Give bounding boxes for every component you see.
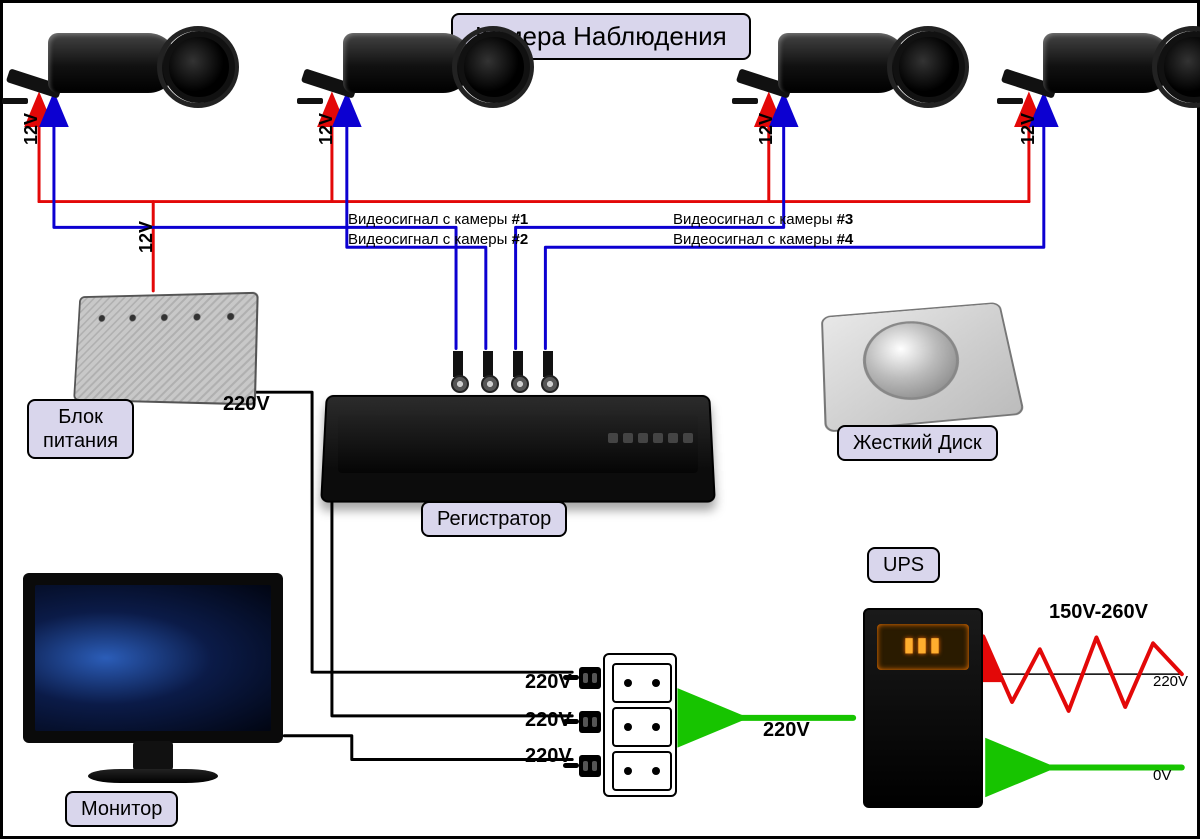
- strip-220v-1: 220V: [525, 671, 572, 694]
- strip-220v-2: 220V: [525, 709, 572, 732]
- videosig-label-2: Видеосигнал с камеры #2: [348, 231, 528, 248]
- v12-label-3: 12V: [756, 113, 777, 145]
- ups: ▮▮▮: [863, 608, 983, 808]
- diagram-stage: Камера Наблюдения Блокпитания 220V Регис…: [0, 0, 1200, 839]
- v12-label-2: 12V: [316, 113, 337, 145]
- psu-label: Блокпитания: [27, 399, 134, 459]
- plug-2: [579, 711, 601, 733]
- plug-1: [579, 667, 601, 689]
- dvr-recorder: [323, 393, 713, 503]
- grid-0v-label: 0V: [1153, 767, 1171, 784]
- power-supply: [73, 292, 259, 406]
- grid-220v-label: 220V: [1153, 673, 1188, 690]
- videosig-label-4: Видеосигнал с камеры #4: [673, 231, 853, 248]
- videosig-label-1: Видеосигнал с камеры #1: [348, 211, 528, 228]
- ups-out-220v: 220V: [763, 719, 810, 742]
- hard-disk: [823, 293, 1013, 433]
- grid-voltage-wave: [981, 636, 1182, 710]
- recorder-label: Регистратор: [421, 501, 567, 537]
- psu-220v-text: 220V: [223, 393, 270, 416]
- v12-label-1: 12V: [21, 113, 42, 145]
- power-strip: [603, 653, 677, 797]
- v12-label-psu: 12V: [136, 221, 157, 253]
- plug-3: [579, 755, 601, 777]
- ups-label: UPS: [867, 547, 940, 583]
- power-12v-wires: [39, 121, 1029, 291]
- videosig-label-3: Видеосигнал с камеры #3: [673, 211, 853, 228]
- strip-220v-3: 220V: [525, 745, 572, 768]
- v12-label-4: 12V: [1018, 113, 1039, 145]
- hdd-label: Жесткий Диск: [837, 425, 998, 461]
- grid-range-label: 150V-260V: [1049, 601, 1148, 624]
- monitor-label: Монитор: [65, 791, 178, 827]
- monitor: [23, 573, 283, 783]
